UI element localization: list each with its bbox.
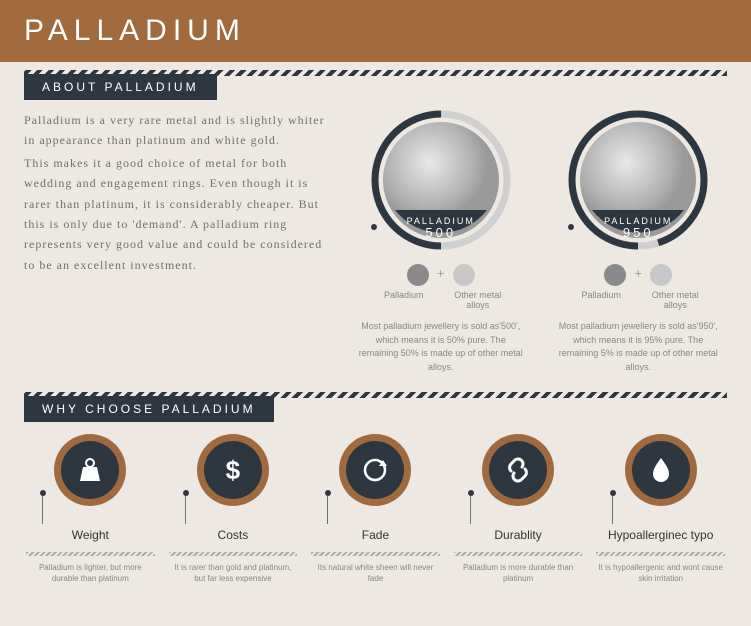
plus-icon: + <box>437 267 445 283</box>
drop-icon <box>625 434 697 506</box>
pointer-dot <box>40 490 46 496</box>
why-row: WHY CHOOSE PALLADIUM Weight Palladium is… <box>24 392 727 584</box>
coin-block: PALLADIUM 500 + Palladium Other metal al… <box>352 110 530 374</box>
reason-desc: It is rarer than gold and platinum, but … <box>167 562 300 584</box>
pointer-line <box>327 496 328 524</box>
pointer-dot <box>468 490 474 496</box>
coin-value: 950 <box>623 225 654 240</box>
coin-graphic: PALLADIUM 500 <box>371 110 511 250</box>
coin-description: Most palladium jewellery is sold as'950'… <box>550 320 728 374</box>
why-section-title: WHY CHOOSE PALLADIUM <box>24 396 274 422</box>
link-icon <box>482 434 554 506</box>
page-title: PALLADIUM <box>24 14 727 48</box>
comp-label-a: Palladium <box>379 290 429 310</box>
reason-item: Weight Palladium is lighter, but more du… <box>24 434 157 584</box>
coin-graphic: PALLADIUM 950 <box>568 110 708 250</box>
composition-row: + <box>352 264 530 286</box>
swatch-palladium <box>407 264 429 286</box>
divider-stripe <box>454 552 583 556</box>
swatch-other <box>650 264 672 286</box>
pointer-line <box>612 496 613 524</box>
page-header: PALLADIUM <box>0 0 751 62</box>
comp-label-b: Other metal alloys <box>650 290 700 310</box>
composition-labels: Palladium Other metal alloys <box>352 290 530 310</box>
pointer-dot <box>610 490 616 496</box>
reason-desc: It is hypoallergenic and wont cause skin… <box>594 562 727 584</box>
swatch-palladium <box>604 264 626 286</box>
about-row: Palladium is a very rare metal and is sl… <box>24 110 727 374</box>
reason-item: Fade Its natural white sheen will never … <box>309 434 442 584</box>
composition-row: + <box>550 264 728 286</box>
reason-item: Hypoallerginec typo It is hypoallergenic… <box>594 434 727 584</box>
pointer-line <box>470 496 471 524</box>
divider-stripe <box>311 552 440 556</box>
coins-container: PALLADIUM 500 + Palladium Other metal al… <box>352 110 727 374</box>
about-p2: This makes it a good choice of metal for… <box>24 153 334 275</box>
swatch-other <box>453 264 475 286</box>
refresh-icon <box>339 434 411 506</box>
reason-title: Durablity <box>452 528 585 542</box>
reason-desc: Palladium is more durable than platinum <box>452 562 585 584</box>
reason-item: Durablity Palladium is more durable than… <box>452 434 585 584</box>
reason-desc: Palladium is lighter, but more durable t… <box>24 562 157 584</box>
about-section-title: ABOUT PALLADIUM <box>24 74 217 100</box>
reason-desc: Its natural white sheen will never fade <box>309 562 442 584</box>
pointer-dot <box>325 490 331 496</box>
pointer-line <box>185 496 186 524</box>
reason-title: Costs <box>167 528 300 542</box>
reason-item: $ Costs It is rarer than gold and platin… <box>167 434 300 584</box>
coin-block: PALLADIUM 950 + Palladium Other metal al… <box>550 110 728 374</box>
divider-stripe <box>596 552 725 556</box>
reason-title: Fade <box>309 528 442 542</box>
weight-icon <box>54 434 126 506</box>
comp-label-b: Other metal alloys <box>453 290 503 310</box>
reason-title: Weight <box>24 528 157 542</box>
plus-icon: + <box>634 267 642 283</box>
coin-description: Most palladium jewellery is sold as'500'… <box>352 320 530 374</box>
pointer-dot <box>371 224 377 230</box>
divider-stripe <box>169 552 298 556</box>
reason-title: Hypoallerginec typo <box>594 528 727 542</box>
about-text: Palladium is a very rare metal and is sl… <box>24 110 334 374</box>
composition-labels: Palladium Other metal alloys <box>550 290 728 310</box>
coin-value: 500 <box>425 225 456 240</box>
comp-label-a: Palladium <box>576 290 626 310</box>
divider-stripe <box>26 552 155 556</box>
reasons-container: Weight Palladium is lighter, but more du… <box>24 434 727 584</box>
pointer-dot <box>183 490 189 496</box>
about-p1: Palladium is a very rare metal and is sl… <box>24 110 334 151</box>
dollar-icon: $ <box>197 434 269 506</box>
pointer-line <box>42 496 43 524</box>
